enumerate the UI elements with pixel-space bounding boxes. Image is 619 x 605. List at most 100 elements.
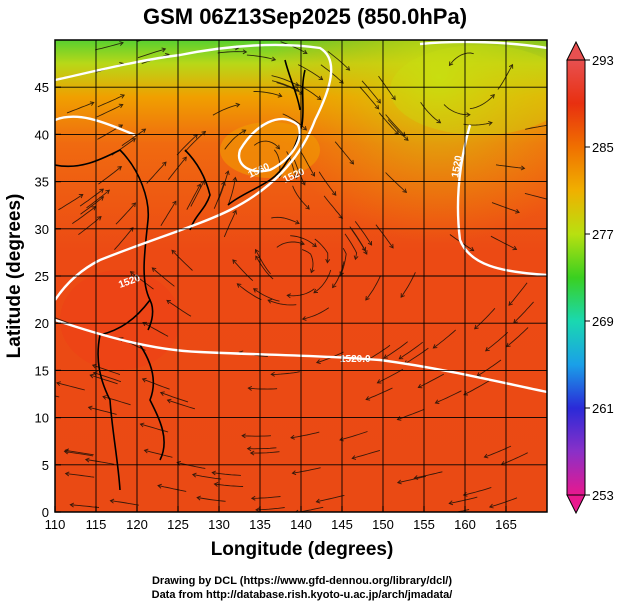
streamline-arrow bbox=[255, 255, 260, 261]
streamline bbox=[242, 435, 271, 437]
coastline-taiwan bbox=[147, 299, 154, 331]
streamline-arrow bbox=[339, 271, 344, 277]
x-tick-label: 140 bbox=[290, 517, 312, 532]
streamline bbox=[352, 449, 381, 459]
streamline bbox=[72, 206, 96, 224]
streamline bbox=[455, 509, 470, 512]
colorbar-min-arrow bbox=[566, 494, 586, 515]
streamline-arrow bbox=[505, 342, 511, 348]
streamline-arrow bbox=[119, 41, 124, 46]
streamline-arrow bbox=[402, 188, 408, 193]
streamline bbox=[365, 275, 382, 301]
contour-line bbox=[55, 318, 547, 394]
streamline bbox=[253, 140, 280, 150]
streamline bbox=[65, 473, 95, 478]
streamline-arrow bbox=[236, 283, 242, 288]
streamline bbox=[397, 475, 426, 484]
coastline-asia bbox=[55, 149, 151, 491]
streamline bbox=[290, 431, 320, 439]
streamline-arrow bbox=[376, 98, 381, 104]
streamline bbox=[290, 235, 317, 247]
streamline-arrow bbox=[131, 202, 137, 208]
streamline-arrow bbox=[294, 82, 300, 87]
streamline-arrow bbox=[302, 125, 308, 131]
streamline-arrow bbox=[301, 180, 306, 186]
streamline bbox=[299, 150, 315, 177]
streamline bbox=[359, 86, 379, 110]
streamline-arrow bbox=[325, 258, 331, 264]
streamline bbox=[339, 431, 368, 441]
streamline-arrow bbox=[305, 204, 310, 210]
streamline-arrow bbox=[490, 93, 495, 99]
streamline bbox=[378, 112, 399, 135]
streamline bbox=[414, 471, 443, 479]
streamline-arrow bbox=[162, 161, 167, 167]
y-tick-label: 15 bbox=[35, 363, 49, 378]
streamline-arrow bbox=[508, 63, 514, 69]
streamline bbox=[192, 474, 222, 480]
streamline bbox=[495, 164, 525, 169]
streamline bbox=[197, 497, 226, 502]
streamline bbox=[433, 329, 457, 349]
streamline bbox=[292, 185, 310, 210]
streamline bbox=[213, 181, 225, 209]
streamlines bbox=[55, 40, 547, 512]
streamline bbox=[349, 226, 366, 252]
streamline bbox=[485, 331, 509, 352]
streamline-arrow bbox=[484, 346, 490, 352]
streamline bbox=[484, 445, 512, 458]
colorbar-tick-label: 253 bbox=[592, 488, 614, 503]
streamline-arrow bbox=[102, 395, 107, 400]
streamline-arrow bbox=[448, 500, 454, 506]
y-axis-label: Latitude (degrees) bbox=[4, 194, 25, 359]
streamline-arrow bbox=[367, 240, 373, 246]
warm-anomaly-japan bbox=[220, 122, 320, 178]
streamline-arrow bbox=[363, 250, 368, 255]
streamline bbox=[276, 241, 305, 248]
streamline bbox=[354, 221, 372, 246]
streamline-arrow bbox=[294, 87, 300, 92]
streamline-arrow bbox=[300, 240, 305, 246]
streamline-arrow bbox=[84, 457, 90, 463]
y-tick-label: 30 bbox=[35, 222, 49, 237]
streamline bbox=[55, 269, 56, 271]
streamline bbox=[152, 267, 175, 287]
streamline bbox=[255, 249, 271, 275]
streamline bbox=[114, 227, 134, 250]
x-tick-label: 135 bbox=[249, 517, 271, 532]
streamline-arrow bbox=[118, 103, 124, 109]
streamline bbox=[476, 359, 502, 377]
streamline bbox=[449, 496, 478, 504]
streamline bbox=[385, 114, 406, 137]
streamline bbox=[474, 308, 496, 330]
credit-dcl: Drawing by DCL (https://www.gfd-dennou.o… bbox=[152, 575, 452, 587]
streamline bbox=[301, 249, 314, 273]
streamline bbox=[378, 75, 396, 100]
contour-line bbox=[55, 43, 333, 301]
streamline bbox=[250, 451, 280, 454]
streamline-arrow bbox=[78, 194, 84, 199]
streamline bbox=[212, 103, 240, 116]
x-tick-label: 110 bbox=[45, 517, 66, 532]
streamline-arrow bbox=[211, 470, 217, 476]
streamline-arrow bbox=[520, 165, 526, 171]
streamline-arrow bbox=[318, 75, 324, 81]
streamline bbox=[327, 51, 350, 71]
colorbar-tick-label: 293 bbox=[592, 53, 614, 68]
streamline-arrow bbox=[241, 129, 247, 134]
colorbar-scale bbox=[566, 59, 586, 496]
streamline bbox=[489, 497, 518, 508]
streamline bbox=[90, 374, 118, 385]
streamline bbox=[316, 494, 345, 503]
y-tick-label: 20 bbox=[35, 316, 49, 331]
streamline bbox=[463, 122, 493, 126]
streamline bbox=[56, 382, 85, 391]
streamline-arrow bbox=[469, 246, 475, 252]
streamline-arrow bbox=[277, 92, 283, 98]
streamline bbox=[93, 372, 122, 383]
streamline bbox=[435, 390, 462, 404]
streamline-arrow bbox=[267, 299, 273, 304]
credit-data: Data from http://database.rish.kyoto-u.a… bbox=[152, 589, 453, 601]
contour-line bbox=[55, 115, 136, 137]
x-tick-label: 115 bbox=[86, 517, 107, 532]
